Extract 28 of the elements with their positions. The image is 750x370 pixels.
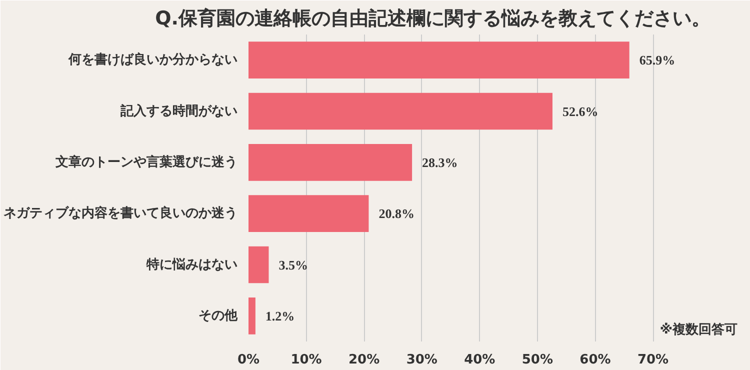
x-tick-label: 0% bbox=[237, 352, 260, 368]
data-label: 3.5% bbox=[278, 257, 308, 272]
x-tick-label: 70% bbox=[637, 352, 669, 368]
bar bbox=[248, 246, 269, 284]
x-tick-label: 20% bbox=[348, 352, 380, 368]
y-tick-label: その他 bbox=[198, 308, 238, 324]
bar bbox=[248, 92, 552, 130]
data-label: 1.2% bbox=[265, 308, 295, 324]
y-tick-label: 特に悩みはない bbox=[146, 257, 238, 272]
data-label: 52.6% bbox=[562, 104, 598, 119]
x-tick-label: 50% bbox=[522, 352, 554, 368]
annotation: ※複数回答可 bbox=[660, 322, 738, 338]
bar bbox=[248, 297, 256, 334]
x-tick-label: 60% bbox=[580, 352, 611, 368]
data-label: 28.3% bbox=[422, 154, 458, 170]
y-tick-label: 文章のトーンや言葉選びに迷う bbox=[54, 154, 238, 170]
x-tick-label: 30% bbox=[406, 352, 438, 368]
x-tick-label: 40% bbox=[464, 352, 496, 368]
bar bbox=[248, 144, 412, 181]
data-label: 65.9% bbox=[639, 52, 676, 68]
y-tick-label: 何を書けば良いか分からない bbox=[68, 52, 238, 68]
y-tick-label: ネガティブな内容を書いて良いのか迷う bbox=[4, 205, 238, 222]
bar bbox=[248, 42, 630, 79]
y-tick-label: 記入する時間がない bbox=[120, 102, 238, 119]
chart-title: Q.保育園の連絡帳の自由記述欄に関する悩みを教えてください。 bbox=[155, 8, 711, 30]
bar bbox=[248, 195, 369, 232]
x-tick-label: 10% bbox=[290, 352, 322, 368]
data-label: 20.8% bbox=[378, 206, 414, 222]
